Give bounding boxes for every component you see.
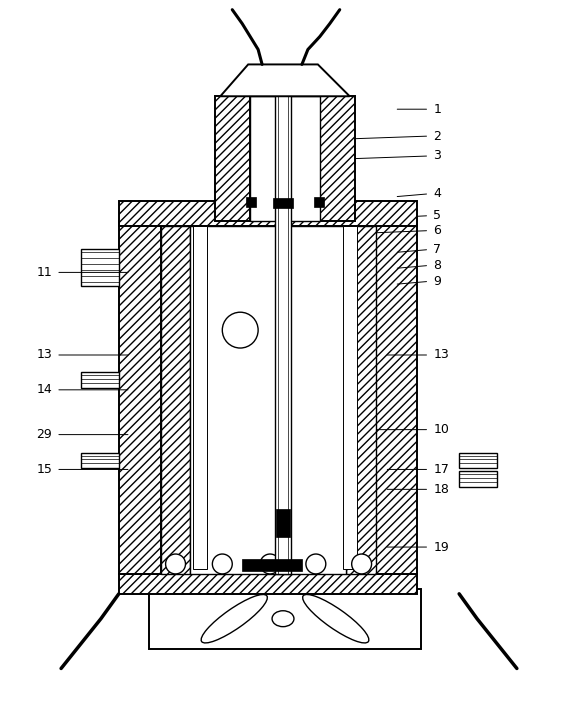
Ellipse shape	[201, 594, 267, 643]
Bar	[343, 225, 357, 569]
Circle shape	[165, 554, 185, 574]
Ellipse shape	[272, 610, 294, 627]
Text: 9: 9	[433, 275, 441, 288]
Text: 1: 1	[433, 103, 441, 116]
Text: 19: 19	[433, 540, 449, 554]
Text: 8: 8	[433, 259, 441, 272]
Text: 4: 4	[433, 187, 441, 200]
Bar	[459, 452, 497, 469]
Bar	[276, 509, 290, 537]
Text: 29: 29	[36, 428, 52, 441]
Bar	[376, 220, 417, 574]
Bar	[242, 559, 302, 571]
Text: 7: 7	[433, 243, 441, 256]
Bar	[250, 96, 320, 220]
Bar	[215, 96, 250, 220]
Bar	[119, 574, 417, 594]
Text: 18: 18	[433, 483, 449, 496]
Bar	[320, 96, 355, 220]
Bar	[314, 197, 324, 207]
Circle shape	[222, 312, 258, 348]
Bar	[246, 197, 256, 207]
Bar	[273, 198, 293, 208]
Text: 3: 3	[433, 150, 441, 162]
Bar	[161, 225, 190, 574]
Circle shape	[306, 554, 326, 574]
Bar	[81, 249, 119, 286]
Text: 10: 10	[433, 423, 449, 436]
Text: 11: 11	[36, 266, 52, 279]
Bar	[275, 91, 291, 574]
Bar	[459, 471, 497, 487]
Ellipse shape	[303, 594, 369, 643]
Text: 13: 13	[433, 349, 449, 362]
Polygon shape	[221, 65, 349, 96]
Text: 14: 14	[36, 384, 52, 396]
Text: 15: 15	[36, 463, 52, 476]
Text: 13: 13	[36, 349, 52, 362]
Circle shape	[213, 554, 232, 574]
Circle shape	[260, 554, 280, 574]
Bar	[119, 201, 417, 225]
Bar	[149, 589, 421, 649]
Bar	[119, 220, 161, 574]
Text: 6: 6	[433, 224, 441, 237]
Text: 5: 5	[433, 209, 441, 222]
Bar	[81, 372, 119, 388]
Bar	[81, 452, 119, 469]
Bar	[190, 225, 345, 574]
Bar	[193, 225, 207, 569]
Text: 17: 17	[433, 463, 449, 476]
Text: 2: 2	[433, 130, 441, 143]
Bar	[345, 225, 376, 574]
Circle shape	[352, 554, 372, 574]
